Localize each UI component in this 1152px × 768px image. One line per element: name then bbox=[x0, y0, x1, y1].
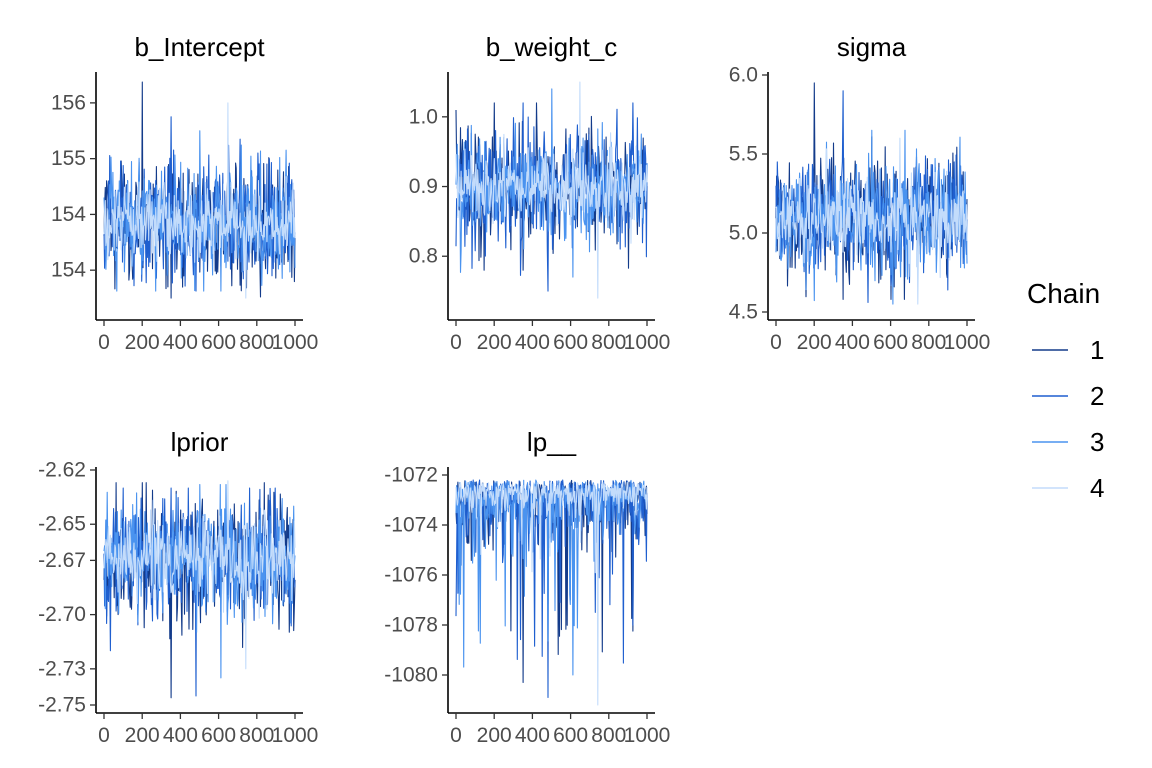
panel-title: sigma bbox=[837, 32, 907, 62]
trace-chain-4 bbox=[103, 102, 296, 299]
panel-title: lprior bbox=[171, 427, 229, 457]
x-tick-label: 600 bbox=[201, 331, 236, 354]
x-tick-label: 600 bbox=[553, 724, 588, 747]
y-tick-label: -1076 bbox=[384, 564, 438, 587]
trace-chain-3 bbox=[455, 479, 648, 676]
y-tick-label: 155 bbox=[51, 147, 86, 170]
x-tick-label: 0 bbox=[98, 724, 110, 747]
y-tick-label: 6.0 bbox=[729, 64, 758, 87]
x-tick-label: 200 bbox=[477, 724, 512, 747]
y-tick-label: -1072 bbox=[384, 464, 438, 487]
legend-label-4: 4 bbox=[1090, 473, 1104, 503]
y-tick-label: 154 bbox=[51, 259, 86, 282]
y-tick-label: 0.8 bbox=[409, 245, 438, 268]
x-tick-label: 1000 bbox=[272, 331, 319, 354]
x-tick-label: 200 bbox=[477, 331, 512, 354]
y-tick-label: 4.5 bbox=[729, 301, 758, 324]
x-tick-label: 1000 bbox=[944, 331, 991, 354]
panel-title: b_Intercept bbox=[134, 32, 265, 62]
y-tick-label: -2.70 bbox=[38, 603, 86, 626]
y-tick-label: -2.62 bbox=[38, 459, 86, 482]
legend-entry-1: 1 bbox=[1032, 335, 1104, 365]
panel-lprior: lprior -2.75 -2.73 -2.70 -2.67 -2.65 -2.62 0 200… bbox=[38, 427, 318, 747]
x-tick-label: 200 bbox=[797, 331, 832, 354]
y-tick-label: 0.9 bbox=[409, 175, 438, 198]
x-tick-label: 600 bbox=[201, 724, 236, 747]
x-tick-label: 1000 bbox=[272, 724, 319, 747]
y-tick-label: -2.65 bbox=[38, 513, 86, 536]
x-tick-label: 800 bbox=[591, 724, 626, 747]
y-tick-label: -1080 bbox=[384, 664, 438, 687]
legend-entry-2: 2 bbox=[1032, 381, 1104, 411]
x-tick-label: 0 bbox=[770, 331, 782, 354]
x-tick-label: 200 bbox=[125, 724, 160, 747]
y-tick-label: -1074 bbox=[384, 514, 438, 537]
x-tick-label: 600 bbox=[553, 331, 588, 354]
trace-chain-3 bbox=[775, 129, 968, 305]
y-tick-label: 5.0 bbox=[729, 222, 758, 245]
x-tick-label: 600 bbox=[873, 331, 908, 354]
x-tick-label: 400 bbox=[515, 724, 550, 747]
legend-entry-3: 3 bbox=[1032, 427, 1104, 457]
x-tick-label: 1000 bbox=[624, 331, 671, 354]
panel-title: lp__ bbox=[527, 427, 577, 457]
legend: Chain 1 2 3 4 bbox=[1027, 278, 1104, 503]
x-tick-label: 800 bbox=[239, 331, 274, 354]
x-tick-label: 0 bbox=[98, 331, 110, 354]
x-tick-label: 400 bbox=[163, 331, 198, 354]
x-tick-label: 800 bbox=[239, 724, 274, 747]
x-tick-label: 200 bbox=[125, 331, 160, 354]
x-tick-label: 800 bbox=[591, 331, 626, 354]
x-tick-label: 400 bbox=[515, 331, 550, 354]
trace-chain-3 bbox=[103, 130, 296, 292]
x-tick-label: 400 bbox=[163, 724, 198, 747]
legend-label-2: 2 bbox=[1090, 381, 1104, 411]
legend-entry-4: 4 bbox=[1032, 473, 1104, 503]
x-tick-label: 0 bbox=[450, 331, 462, 354]
y-tick-label: 154 bbox=[51, 203, 86, 226]
y-tick-label: -2.73 bbox=[38, 657, 86, 680]
y-tick-label: -2.67 bbox=[38, 549, 86, 572]
x-tick-label: 1000 bbox=[624, 724, 671, 747]
legend-title: Chain bbox=[1027, 278, 1100, 309]
y-tick-label: -1078 bbox=[384, 614, 438, 637]
y-tick-label: -2.75 bbox=[38, 694, 86, 717]
panel-title: b_weight_c bbox=[486, 32, 618, 62]
y-tick-label: 5.5 bbox=[729, 143, 758, 166]
trace-chain-4 bbox=[775, 137, 968, 305]
legend-label-3: 3 bbox=[1090, 427, 1104, 457]
y-tick-label: 156 bbox=[51, 91, 86, 114]
x-tick-label: 800 bbox=[911, 331, 946, 354]
x-tick-label: 400 bbox=[835, 331, 870, 354]
legend-label-1: 1 bbox=[1090, 335, 1104, 365]
trace-chain-4 bbox=[455, 81, 648, 299]
x-tick-label: 0 bbox=[450, 724, 462, 747]
y-tick-label: 1.0 bbox=[409, 105, 438, 128]
trace-chain-4 bbox=[103, 480, 296, 670]
panel-lp__: lp__ -1080 -1078 -1076 -1074 -1072 0 200 400 600 8… bbox=[384, 427, 670, 747]
trace-chain-4 bbox=[455, 482, 648, 706]
